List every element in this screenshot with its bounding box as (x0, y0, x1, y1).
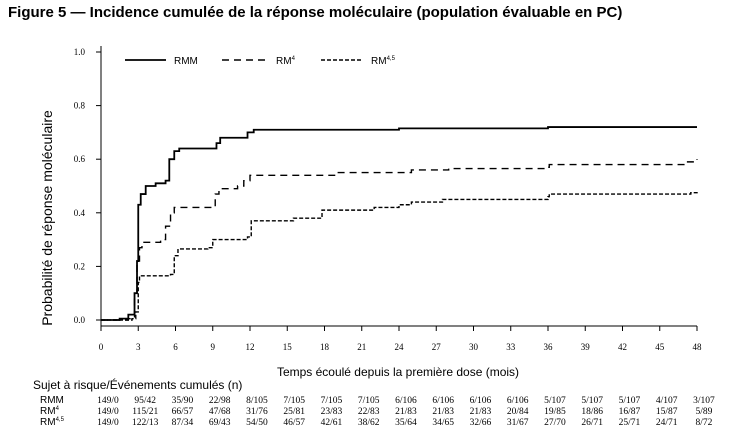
risk-table-cell: 7/105 (321, 396, 343, 406)
y-tick-label: 0.8 (74, 101, 86, 111)
figure-title: Figure 5 — Incidence cumulée de la répon… (8, 4, 623, 21)
y-ticks: 0.0 0.2 0.4 0.6 0.8 1.0 (74, 47, 101, 325)
x-tick-label: 12 (246, 342, 255, 352)
risk-table-cell: 32/66 (470, 418, 492, 428)
risk-table-cell: 25/81 (283, 407, 305, 417)
risk-table-cell: 21/83 (470, 407, 492, 417)
risk-table-cell: 95/42 (134, 396, 156, 406)
x-ticks: 0 3 6 9 12 15 18 21 24 27 30 33 36 39 42 45 48 (99, 326, 702, 352)
x-tick-label: 36 (544, 342, 554, 352)
risk-table-cell: 5/107 (544, 396, 566, 406)
risk-table-title: Sujet à risque/Événements cumulés (n) (33, 377, 242, 392)
risk-table-cell: 122/13 (132, 418, 159, 428)
risk-table-cell: 6/106 (432, 396, 454, 406)
risk-table-cell: 54/50 (246, 418, 268, 428)
risk-table-cell: 66/57 (172, 407, 194, 417)
risk-table-cell: 23/83 (321, 407, 343, 417)
y-tick-label: 0.6 (74, 154, 86, 164)
risk-table-cell: 47/68 (209, 407, 231, 417)
legend-label: RMM (174, 56, 198, 67)
x-tick-label: 24 (395, 342, 405, 352)
legend-label: RM4 (276, 56, 296, 67)
risk-table-cell: 27/70 (544, 418, 566, 428)
legend-label: RM4,5 (371, 56, 396, 67)
risk-table-cell: 35/64 (395, 418, 417, 428)
risk-table-cell: 69/43 (209, 418, 231, 428)
risk-table-cell: 149/0 (97, 396, 119, 406)
legend-label-superscript: 4,5 (387, 56, 396, 62)
risk-row-label: RM4,5 (40, 417, 65, 428)
risk-table-cell: 149/0 (97, 407, 119, 417)
y-tick-label: 0.4 (74, 208, 86, 218)
x-tick-label: 3 (136, 342, 141, 352)
risk-table-cell: 46/57 (283, 418, 305, 428)
series-line-rm4-5 (101, 191, 698, 321)
risk-table-cell: 8/72 (696, 418, 713, 428)
axes (100, 46, 697, 327)
risk-table-cell: 5/107 (581, 396, 603, 406)
risk-table-cell: 19/85 (544, 407, 566, 417)
risk-table-cell: 22/98 (209, 396, 231, 406)
risk-row-label: RMM (40, 395, 64, 406)
x-tick-label: 30 (469, 342, 479, 352)
risk-table-cell: 20/84 (507, 407, 529, 417)
x-tick-label: 39 (581, 342, 591, 352)
risk-table-cell: 6/106 (470, 396, 492, 406)
risk-table-cell: 87/34 (172, 418, 194, 428)
risk-table-cell: 5/89 (696, 407, 713, 417)
y-tick-label: 1.0 (74, 47, 86, 57)
x-tick-label: 18 (320, 342, 330, 352)
y-tick-label: 0.2 (74, 261, 85, 271)
risk-table-cell: 31/67 (507, 418, 529, 428)
x-tick-label: 9 (211, 342, 216, 352)
risk-table-cell: 16/87 (619, 407, 641, 417)
risk-row-label-superscript: 4 (56, 406, 60, 412)
x-tick-label: 15 (283, 342, 293, 352)
series-lines (101, 126, 698, 321)
risk-table-cell: 22/83 (358, 407, 380, 417)
x-tick-label: 27 (432, 342, 442, 352)
risk-table-cell: 35/90 (172, 396, 194, 406)
series-line-rmm (101, 126, 697, 321)
risk-table-cell: 26/71 (581, 418, 603, 428)
legend: RMM RM4 RM4,5 (125, 56, 396, 67)
risk-table-cell: 7/105 (358, 396, 380, 406)
series-line-rm4 (101, 159, 698, 321)
risk-table-cell: 38/62 (358, 418, 380, 428)
risk-table-cell: 34/65 (432, 418, 454, 428)
risk-table-cell: 15/87 (656, 407, 678, 417)
x-tick-label: 21 (357, 342, 366, 352)
risk-table-cell: 3/107 (693, 396, 715, 406)
x-tick-label: 6 (173, 342, 178, 352)
risk-table-cell: 149/0 (97, 418, 119, 428)
risk-table: RMM 149/0 95/42 35/90 22/98 8/105 7/105 7/105 7/… (40, 395, 715, 428)
risk-table-cell: 31/76 (246, 407, 268, 417)
risk-table-cell: 7/105 (283, 396, 305, 406)
risk-table-cell: 25/71 (619, 418, 641, 428)
risk-table-cell: 115/21 (132, 407, 158, 417)
legend-label-superscript: 4 (292, 56, 296, 62)
risk-table-cell: 21/83 (432, 407, 454, 417)
risk-row-label: RM4 (40, 406, 60, 417)
y-axis-label: Probabilité de réponse moléculaire (39, 110, 55, 326)
risk-table-cell: 21/83 (395, 407, 417, 417)
risk-table-cell: 42/61 (321, 418, 343, 428)
risk-table-cell: 24/71 (656, 418, 678, 428)
risk-table-cell: 6/106 (395, 396, 417, 406)
risk-table-cell: 6/106 (507, 396, 529, 406)
x-tick-label: 0 (99, 342, 104, 352)
risk-table-cell: 18/86 (581, 407, 603, 417)
x-tick-label: 45 (655, 342, 665, 352)
x-tick-label: 33 (506, 342, 516, 352)
risk-table-cell: 8/105 (246, 396, 268, 406)
risk-table-cell: 5/107 (619, 396, 641, 406)
x-tick-label: 48 (693, 342, 703, 352)
risk-table-cell: 4/107 (656, 396, 678, 406)
risk-row-label-superscript: 4,5 (56, 417, 65, 423)
x-tick-label: 42 (618, 342, 627, 352)
x-axis-label: Temps écoulé depuis la première dose (mo… (277, 365, 519, 379)
y-tick-label: 0.0 (74, 315, 86, 325)
